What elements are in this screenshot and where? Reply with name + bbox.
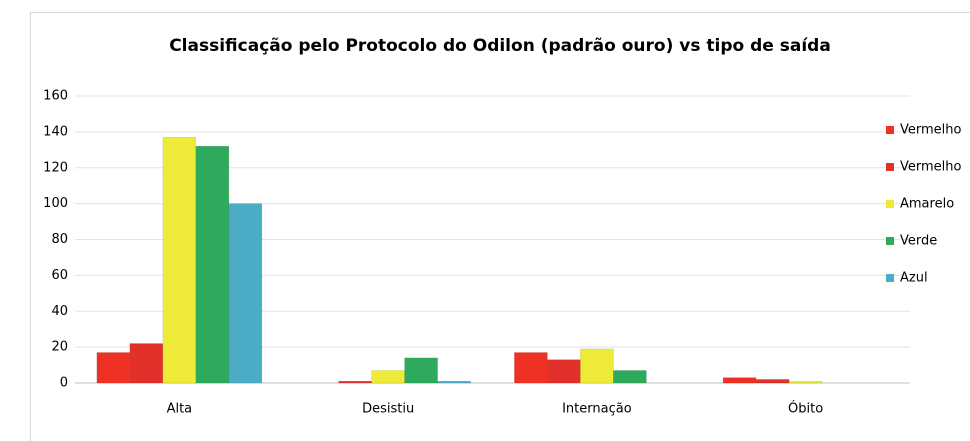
bar	[371, 370, 405, 384]
y-tick-label: 100	[43, 196, 68, 211]
bar	[129, 343, 164, 384]
bar	[162, 137, 197, 384]
legend-swatch	[886, 274, 894, 282]
y-tick-label: 40	[51, 304, 68, 319]
y-tick-label: 20	[51, 340, 68, 355]
bar	[195, 145, 230, 384]
bar	[580, 348, 614, 384]
bar	[338, 380, 372, 384]
bar	[547, 359, 581, 384]
y-tick-label: 0	[60, 376, 68, 391]
bar	[514, 352, 548, 384]
legend-swatch	[886, 200, 894, 208]
chart-title: Classificação pelo Protocolo do Odilon (…	[169, 36, 831, 56]
legend-swatch	[886, 126, 894, 134]
legend-label: Azul	[900, 271, 928, 286]
legend-label: Vermelho	[900, 160, 962, 175]
bar	[755, 379, 790, 384]
x-tick-label: Alta	[167, 402, 193, 417]
legend-swatch	[886, 163, 894, 171]
legend-label: Vermelho	[900, 123, 962, 138]
x-tick-label: Óbito	[788, 401, 823, 417]
legend-swatch	[886, 237, 894, 245]
bar	[788, 380, 823, 384]
bar	[96, 352, 131, 384]
y-tick-label: 80	[51, 232, 68, 247]
legend-label: Amarelo	[900, 197, 954, 212]
bar	[722, 377, 757, 384]
y-tick-label: 60	[51, 268, 68, 283]
bar	[404, 357, 438, 384]
legend-label: Verde	[900, 234, 937, 249]
bar	[437, 380, 471, 384]
bar	[228, 203, 263, 384]
y-tick-label: 160	[43, 89, 68, 104]
x-tick-label: Internação	[562, 402, 632, 417]
y-tick-label: 120	[43, 160, 68, 175]
bar	[613, 370, 647, 384]
x-tick-label: Desistiu	[362, 402, 414, 417]
y-tick-label: 140	[43, 124, 68, 139]
